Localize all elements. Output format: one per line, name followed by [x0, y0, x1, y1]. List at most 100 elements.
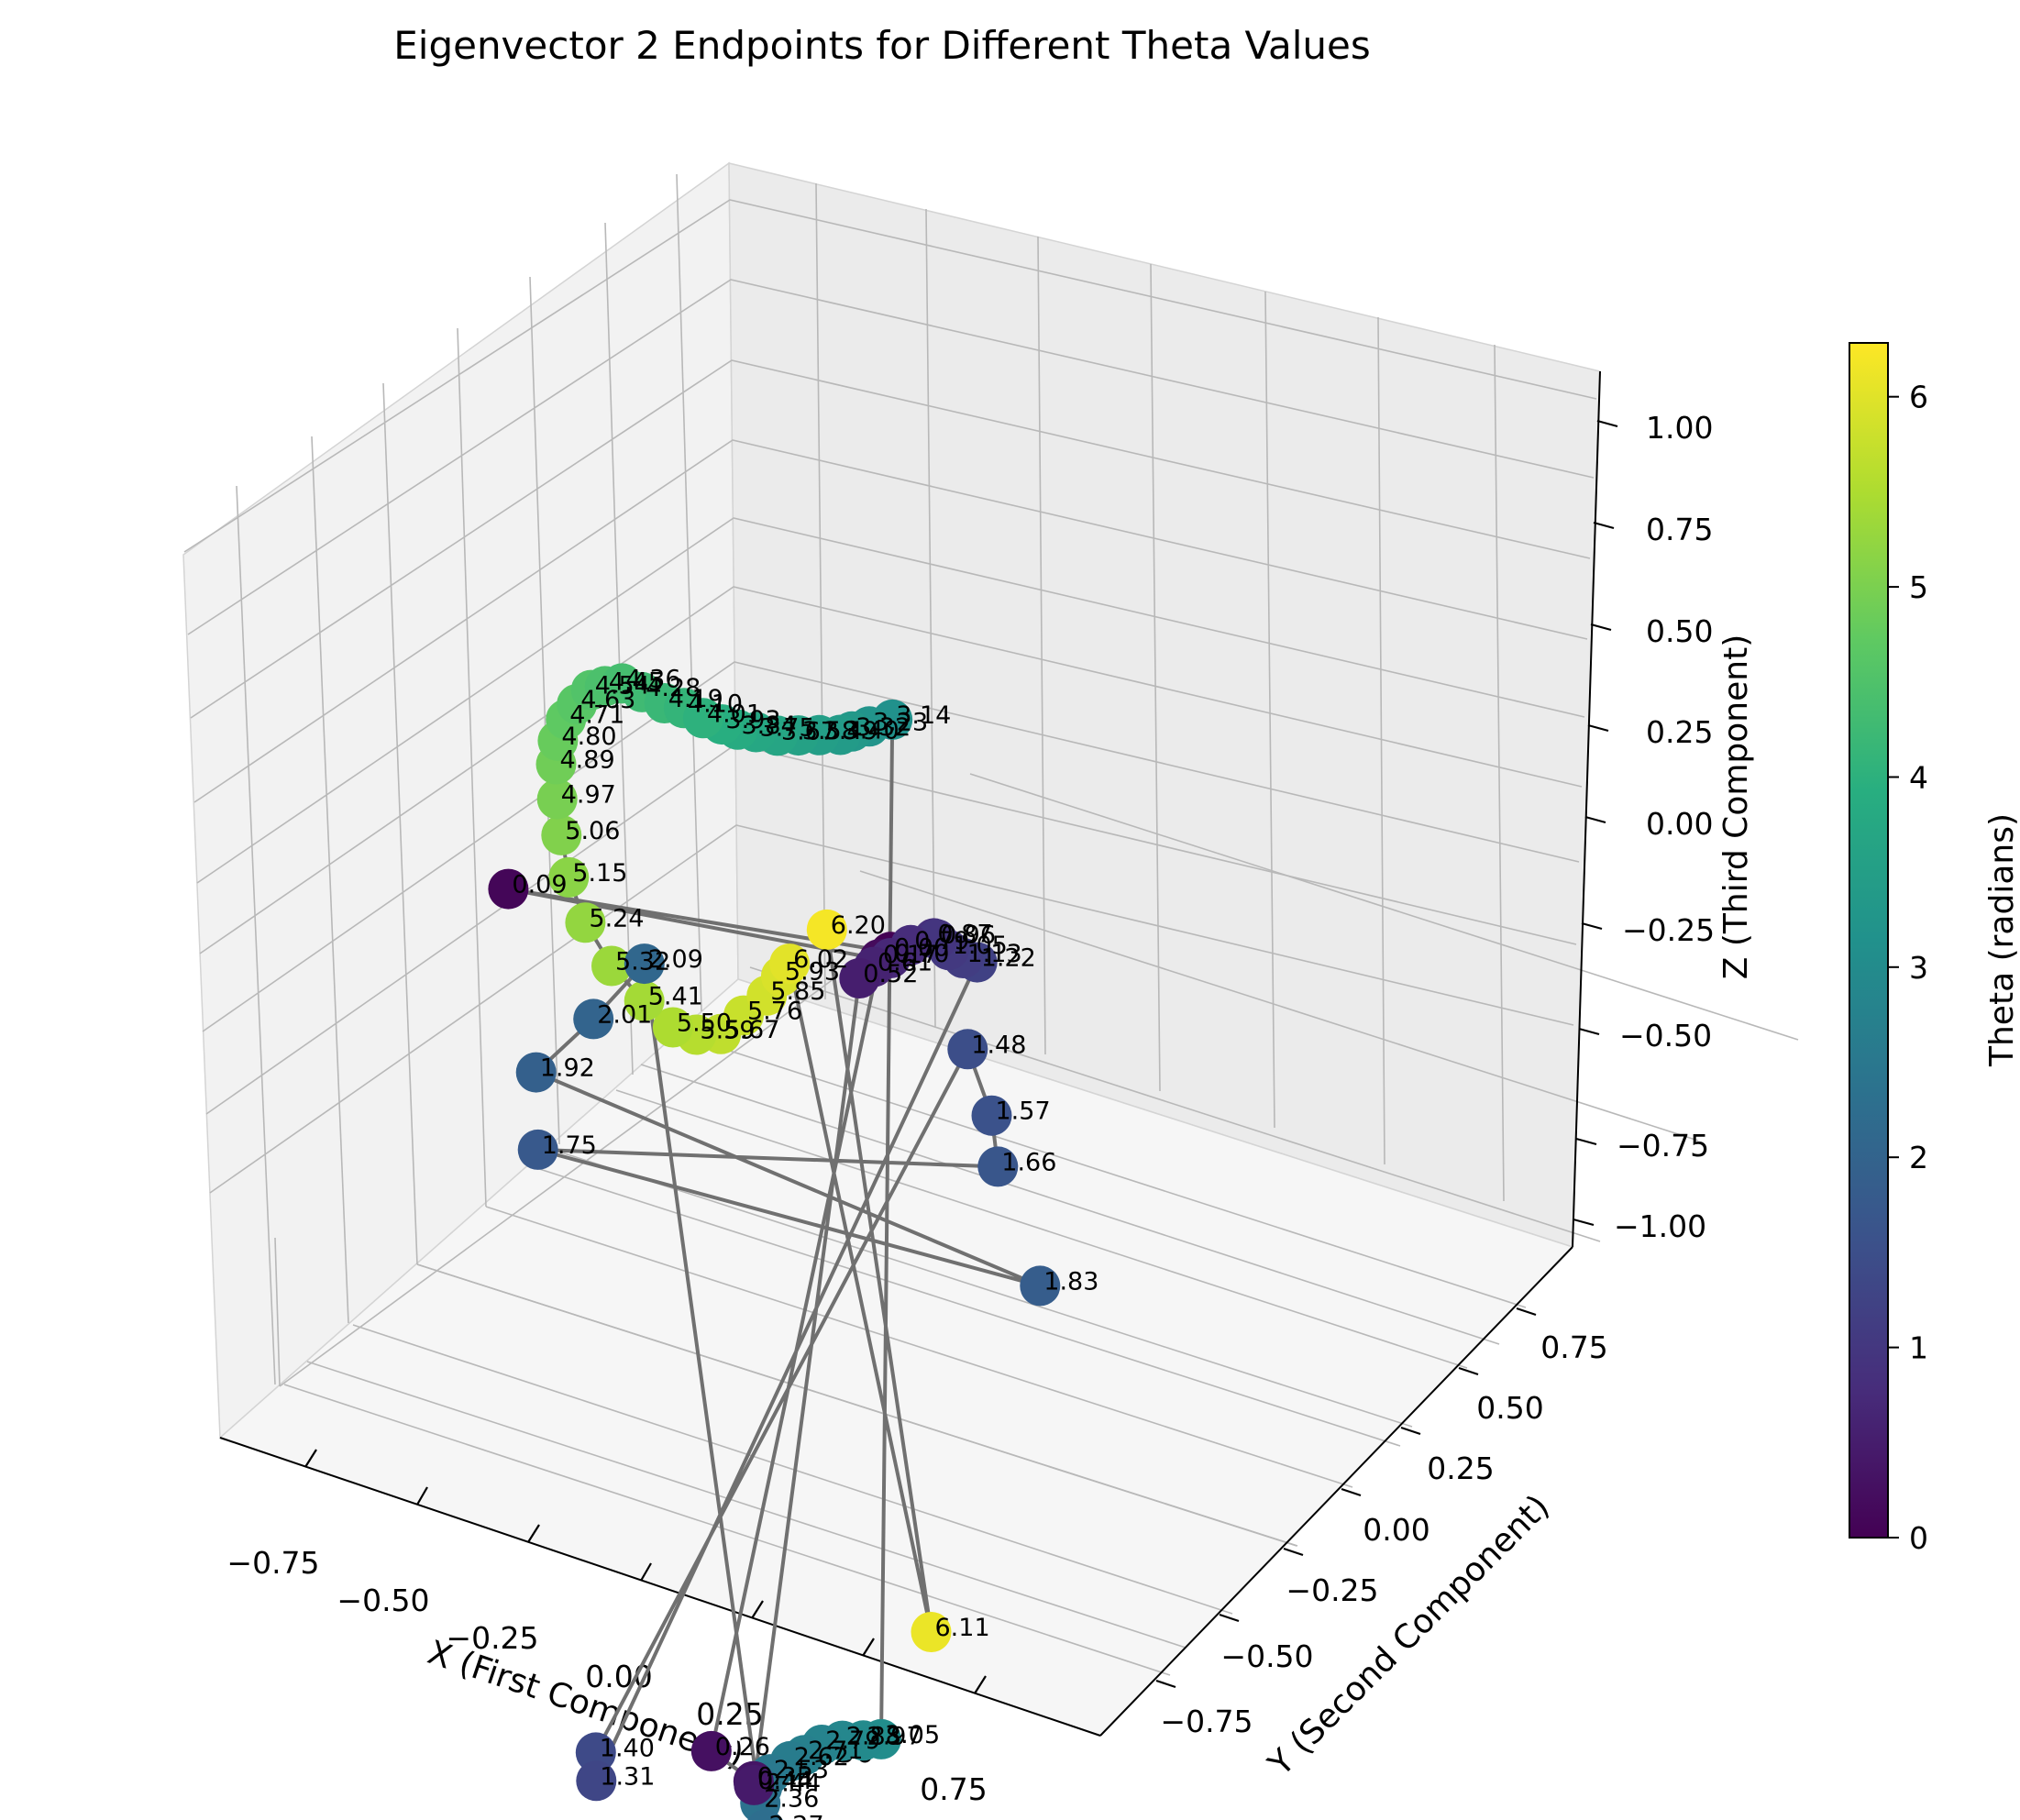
y-tick-mark	[1516, 1307, 1537, 1317]
data-point	[690, 1730, 732, 1771]
point-theta-label: 1.57	[996, 1098, 1051, 1126]
point-theta-label: 3.40	[844, 717, 900, 745]
data-point	[576, 1760, 617, 1802]
point-theta-label: 4.54	[595, 672, 650, 700]
axes-panes	[182, 161, 1601, 1737]
data-point	[536, 778, 578, 820]
point-theta-label: 3.58	[802, 717, 857, 745]
point-theta-label: 5.41	[648, 983, 703, 1011]
x-tick-mark	[416, 1486, 428, 1506]
point-theta-label: 1.83	[1043, 1267, 1098, 1296]
y-tick-label: 0.00	[1363, 1512, 1429, 1548]
z-tick-mark	[1573, 1218, 1595, 1227]
point-theta-label: 5.85	[770, 977, 825, 1006]
point-theta-label: 2.01	[597, 1000, 652, 1029]
point-theta-label: 2.36	[764, 1785, 819, 1814]
y-tick-label: −0.75	[1160, 1704, 1253, 1739]
x-tick-label: −0.25	[446, 1620, 538, 1656]
data-points	[488, 663, 1061, 1820]
y-axis-ticks: −0.75 −0.50 −0.25 0.00 0.25 0.50 0.75	[1155, 1307, 1608, 1739]
data-point	[977, 1146, 1019, 1187]
x-tick-mark	[527, 1524, 540, 1543]
point-theta-label: 1.92	[540, 1054, 595, 1083]
colorbar-tick-label: 6	[1909, 380, 1928, 415]
y-tick-label: 0.75	[1540, 1329, 1607, 1365]
point-theta-label: 5.32	[615, 948, 670, 976]
data-point	[911, 1612, 952, 1652]
data-point	[541, 814, 582, 855]
z-tick-mark	[1584, 815, 1606, 824]
grid-lines	[183, 173, 1799, 1676]
data-point	[517, 1129, 558, 1170]
point-theta-label: 2.97	[867, 1722, 922, 1750]
chart-title: Eigenvector 2 Endpoints for Different Th…	[393, 23, 1371, 68]
colorbar: 0 1 2 3 4 5 6 Theta (radians)	[1849, 342, 2020, 1556]
point-theta-label: 6.11	[935, 1614, 990, 1642]
y-tick-mark	[1155, 1679, 1176, 1689]
data-point	[488, 868, 529, 910]
point-theta-label: 2.62	[794, 1743, 849, 1771]
grid-backy-vertical	[815, 182, 1505, 1202]
point-theta-label: 0.26	[715, 1733, 770, 1761]
data-point	[624, 980, 665, 1021]
point-theta-label: 1.75	[542, 1131, 597, 1160]
data-point	[652, 1007, 693, 1048]
z-tick-label: 0.50	[1646, 613, 1713, 649]
point-theta-label: 4.71	[569, 701, 624, 730]
point-theta-label: 4.63	[580, 686, 635, 714]
data-point	[573, 998, 614, 1040]
point-theta-label: 0.17	[883, 941, 938, 969]
point-theta-label: 0.44	[757, 1767, 812, 1795]
colorbar-tick-label: 1	[1909, 1330, 1928, 1366]
data-point	[624, 943, 665, 985]
point-theta-label: 4.80	[561, 722, 616, 751]
data-point	[515, 1052, 557, 1093]
point-theta-label: 5.50	[677, 1009, 732, 1038]
point-theta-label: 4.28	[646, 674, 701, 702]
point-theta-label: 5.06	[565, 817, 620, 845]
y-tick-label: 0.25	[1427, 1450, 1494, 1486]
x-axis-line	[219, 1437, 1101, 1737]
point-theta-label: 1.66	[1001, 1148, 1056, 1176]
data-point	[747, 1809, 783, 1820]
point-theta-label: 4.01	[707, 700, 762, 728]
y-tick-label: 0.50	[1476, 1390, 1543, 1426]
point-theta-label: 2.09	[648, 945, 703, 974]
data-point	[839, 958, 880, 998]
point-theta-label: 1.48	[971, 1031, 1026, 1059]
z-tick-label: −0.75	[1617, 1128, 1709, 1164]
point-theta-label: 4.36	[625, 665, 680, 693]
z-tick-label: −0.25	[1622, 912, 1715, 948]
y-tick-mark	[1458, 1366, 1479, 1376]
point-theta-label: 2.71	[808, 1737, 863, 1765]
point-theta-label: 5.76	[747, 998, 802, 1026]
point-theta-label: 0.00	[894, 933, 949, 962]
data-point	[565, 902, 606, 943]
point-theta-label: 5.15	[572, 859, 627, 888]
data-point	[548, 856, 590, 898]
data-point	[971, 1095, 1012, 1136]
point-theta-label: 2.79	[825, 1726, 880, 1755]
z-axis-label: Z (Third Component)	[1717, 634, 1755, 979]
point-theta-label: 0.96	[941, 921, 996, 950]
colorbar-tick-label: 5	[1909, 569, 1928, 605]
point-theta-label: 4.97	[561, 781, 616, 810]
y-tick-mark	[1283, 1547, 1304, 1557]
z-tick-label: 0.00	[1646, 806, 1713, 842]
z-tick-label: 0.25	[1646, 714, 1713, 750]
data-point	[682, 698, 723, 739]
colorbar-tick-label: 0	[1909, 1520, 1928, 1556]
point-theta-label: 3.49	[823, 717, 878, 745]
point-theta-label: 2.53	[774, 1756, 829, 1784]
point-labels: 0.00 0.09 0.17 0.260.350.44 0.520.610.700.79…	[512, 665, 1098, 1820]
data-point	[769, 943, 811, 985]
point-theta-label: 5.67	[724, 1016, 779, 1044]
point-theta-label: 5.59	[700, 1017, 755, 1045]
colorbar-tick-label: 4	[1909, 760, 1928, 796]
z-tick-mark	[1596, 419, 1618, 428]
data-point	[575, 1732, 616, 1773]
point-theta-label: 3.93	[725, 706, 780, 734]
colorbar-label: Theta (radians)	[1983, 813, 2020, 1067]
y-tick-label: −0.25	[1286, 1572, 1378, 1608]
